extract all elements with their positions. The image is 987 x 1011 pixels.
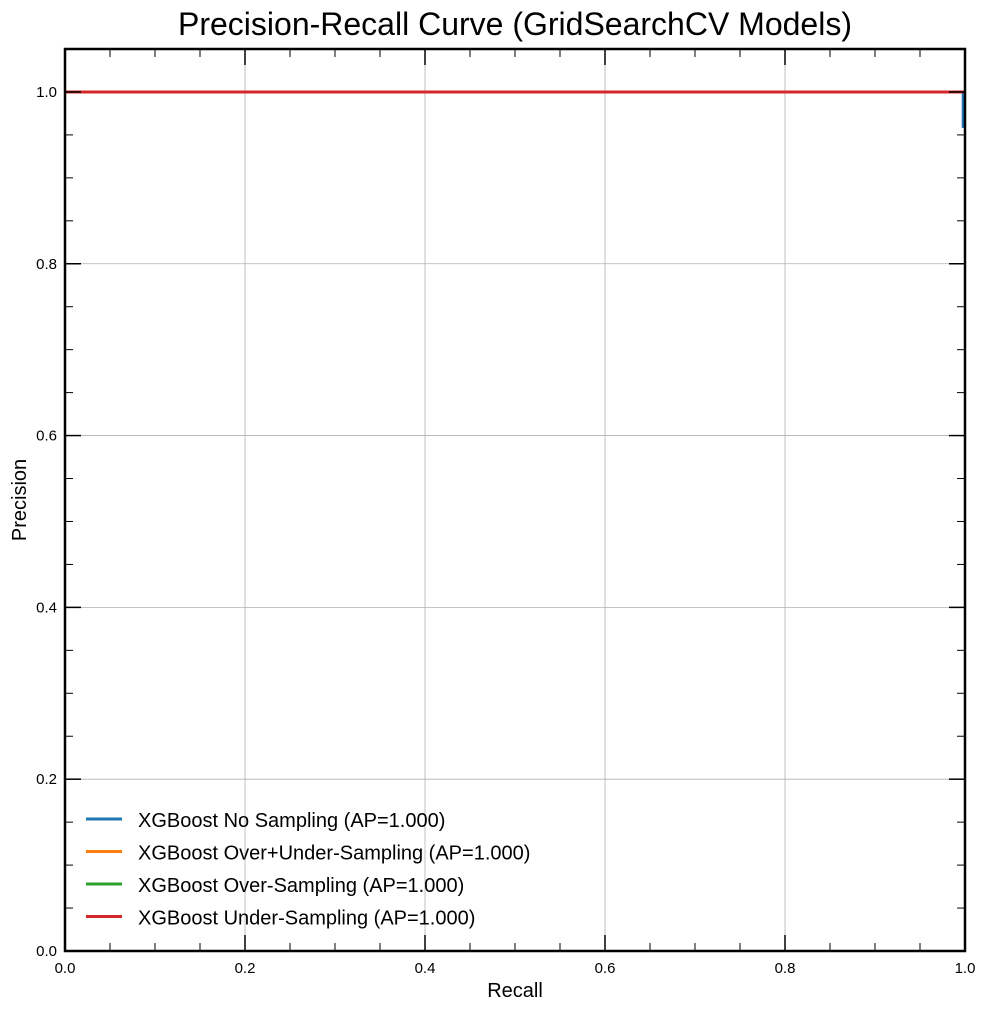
y-tick-label: 0.6 (36, 428, 57, 445)
series-line-1 (65, 90, 965, 128)
legend-label-3: XGBoost Over-Sampling (AP=1.000) (138, 875, 464, 897)
y-tick-label: 0.0 (36, 943, 57, 960)
x-tick-label: 1.0 (955, 960, 976, 977)
legend-label-2: XGBoost Over+Under-Sampling (AP=1.000) (138, 843, 530, 865)
plot-frame (63, 47, 967, 953)
y-tick-label: 0.8 (36, 256, 57, 273)
y-tick-label: 1.0 (36, 84, 57, 101)
y-tick-label: 0.2 (36, 771, 57, 788)
x-tick-label: 0.0 (55, 960, 76, 977)
chart-title: Precision-Recall Curve (GridSearchCV Mod… (178, 6, 852, 42)
x-axis-title: Recall (487, 980, 543, 1002)
y-tick-label: 0.4 (36, 599, 57, 616)
x-tick-label: 0.4 (415, 960, 436, 977)
y-axis-title: Precision (9, 459, 31, 541)
legend: XGBoost No Sampling (AP=1.000) XGBoost Ov… (86, 810, 530, 930)
x-tick-label: 0.2 (235, 960, 256, 977)
legend-label-1: XGBoost No Sampling (AP=1.000) (138, 810, 445, 832)
tick-layer: 0.0 0.2 0.4 0.6 0.8 1.0 0.0 0.2 0.4 0.6 0.8 1.0 (36, 48, 976, 977)
legend-label-4: XGBoost Under-Sampling (AP=1.000) (138, 908, 475, 930)
series-layer (65, 90, 965, 128)
x-tick-label: 0.8 (775, 960, 796, 977)
x-tick-label: 0.6 (595, 960, 616, 977)
